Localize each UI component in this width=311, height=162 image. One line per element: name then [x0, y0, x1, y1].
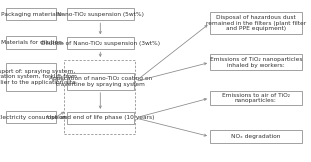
FancyBboxPatch shape: [67, 112, 134, 124]
Text: Transport of: spraying system,
aspiration system, forklift from
supplier to the : Transport of: spraying system, aspiratio…: [0, 69, 77, 85]
Text: Materials for dilution: Materials for dilution: [1, 40, 62, 45]
FancyBboxPatch shape: [67, 8, 134, 20]
Text: Dilution of Nano-TiO₂ suspension (3wt%): Dilution of Nano-TiO₂ suspension (3wt%): [41, 41, 160, 46]
FancyBboxPatch shape: [67, 37, 134, 49]
FancyBboxPatch shape: [6, 111, 56, 123]
Text: Packaging materials: Packaging materials: [1, 12, 61, 17]
Text: Use and end of life phase (10 years): Use and end of life phase (10 years): [47, 115, 154, 120]
Text: Electricity consumption: Electricity consumption: [0, 115, 66, 120]
Text: Emissions to air of TiO₂
nanoparticles:: Emissions to air of TiO₂ nanoparticles:: [222, 93, 290, 103]
Text: NOₓ degradation: NOₓ degradation: [231, 134, 281, 139]
FancyBboxPatch shape: [6, 8, 56, 20]
FancyBboxPatch shape: [210, 54, 302, 70]
FancyBboxPatch shape: [210, 12, 302, 34]
FancyBboxPatch shape: [210, 130, 302, 143]
FancyBboxPatch shape: [6, 36, 56, 49]
Text: Emissions of TiO₂ nanoparticles
inhaled by workers:: Emissions of TiO₂ nanoparticles inhaled …: [210, 57, 302, 68]
Text: Disposal of hazardous dust
remained in the filters (plant filter
and PPE equipme: Disposal of hazardous dust remained in t…: [206, 15, 306, 31]
Text: Nano-TiO₂ suspension (5wt%): Nano-TiO₂ suspension (5wt%): [57, 12, 144, 17]
FancyBboxPatch shape: [6, 63, 56, 91]
FancyBboxPatch shape: [210, 91, 302, 105]
FancyBboxPatch shape: [67, 73, 134, 90]
Text: Application of nano-TiO₂ coating on
travertine by spraying system: Application of nano-TiO₂ coating on trav…: [49, 76, 152, 87]
